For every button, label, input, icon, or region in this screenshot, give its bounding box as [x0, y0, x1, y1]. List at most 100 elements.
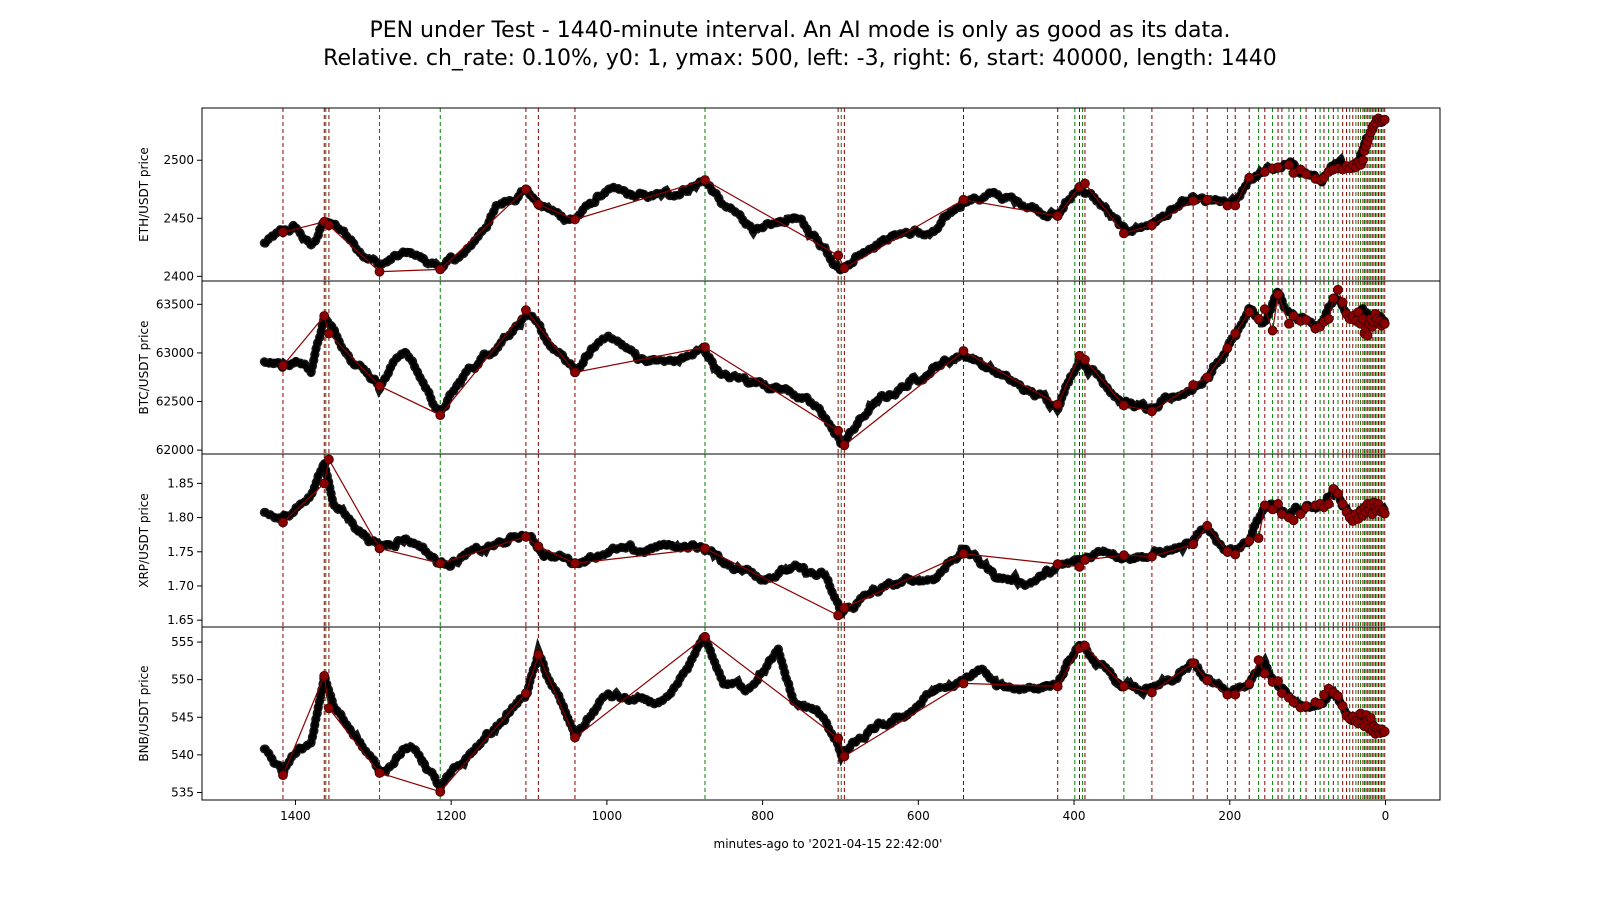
- x-tick-label: 1000: [592, 809, 623, 823]
- event-point: [521, 185, 530, 194]
- event-point: [1231, 550, 1240, 559]
- event-point: [1260, 305, 1269, 314]
- event-point: [834, 251, 843, 260]
- event-point: [1254, 534, 1263, 543]
- event-point: [840, 441, 849, 450]
- event-point: [1203, 373, 1212, 382]
- event-point: [1380, 727, 1389, 736]
- event-point: [1223, 344, 1232, 353]
- event-point: [1189, 540, 1198, 549]
- event-point: [1203, 676, 1212, 685]
- event-point: [1274, 499, 1283, 508]
- y-tick-label: 1.75: [167, 545, 194, 559]
- event-point: [1363, 331, 1372, 340]
- event-point: [436, 787, 445, 796]
- event-point: [1324, 499, 1333, 508]
- event-point: [534, 650, 543, 659]
- x-tick-label: 200: [1218, 809, 1241, 823]
- event-point: [834, 426, 843, 435]
- event-point: [1147, 552, 1156, 561]
- event-point: [1119, 551, 1128, 560]
- event-point: [1231, 690, 1240, 699]
- event-point: [375, 267, 384, 276]
- y-tick-label: 545: [171, 710, 194, 724]
- event-point: [700, 544, 709, 553]
- y-tick-label: 2400: [163, 269, 194, 283]
- event-point: [1147, 221, 1156, 230]
- event-point: [834, 611, 843, 620]
- event-point: [278, 361, 287, 370]
- y-tick-label: 1.80: [167, 511, 194, 525]
- event-point: [1147, 688, 1156, 697]
- event-point: [1080, 355, 1089, 364]
- event-point: [436, 559, 445, 568]
- event-point: [1302, 315, 1311, 324]
- event-point: [1245, 536, 1254, 545]
- event-point: [1380, 509, 1389, 518]
- event-point: [840, 752, 849, 761]
- event-point: [1302, 503, 1311, 512]
- event-point: [278, 228, 287, 237]
- event-point: [1189, 380, 1198, 389]
- event-point: [324, 455, 333, 464]
- event-point: [324, 329, 333, 338]
- event-point: [1203, 521, 1212, 530]
- y-tick-label: 62000: [156, 443, 194, 457]
- y-axis-label: ETH/USDT price: [137, 147, 151, 242]
- event-point: [1274, 290, 1283, 299]
- event-point: [1053, 211, 1062, 220]
- event-point: [320, 311, 329, 320]
- event-point: [1254, 314, 1263, 323]
- event-point: [1053, 400, 1062, 409]
- event-point: [1189, 659, 1198, 668]
- y-tick-label: 1.70: [167, 579, 194, 593]
- event-point: [1053, 682, 1062, 691]
- event-point: [1260, 669, 1269, 678]
- event-point: [1284, 160, 1293, 169]
- event-point: [1053, 560, 1062, 569]
- event-point: [700, 632, 709, 641]
- event-point: [375, 544, 384, 553]
- event-point: [375, 768, 384, 777]
- y-tick-label: 2500: [163, 153, 194, 167]
- event-point: [1302, 170, 1311, 179]
- event-point: [375, 381, 384, 390]
- event-point: [320, 671, 329, 680]
- event-point: [534, 200, 543, 209]
- event-point: [1119, 229, 1128, 238]
- event-point: [1334, 692, 1343, 701]
- event-point: [834, 734, 843, 743]
- event-point: [570, 559, 579, 568]
- event-point: [436, 411, 445, 420]
- event-point: [521, 306, 530, 315]
- event-point: [1358, 156, 1367, 165]
- event-point: [324, 221, 333, 230]
- event-point: [1231, 201, 1240, 210]
- event-point: [1329, 294, 1338, 303]
- y-axis-label: BNB/USDT price: [137, 665, 151, 761]
- chart-title-line-2: Relative. ch_rate: 0.10%, y0: 1, ymax: 5…: [323, 46, 1277, 71]
- event-point: [1119, 401, 1128, 410]
- event-point: [1254, 656, 1263, 665]
- event-point: [521, 689, 530, 698]
- event-point: [1245, 679, 1254, 688]
- event-point: [959, 195, 968, 204]
- event-point: [700, 175, 709, 184]
- event-point: [700, 343, 709, 352]
- y-tick-label: 63500: [156, 297, 194, 311]
- event-point: [570, 733, 579, 742]
- event-point: [1380, 319, 1389, 328]
- event-point: [1245, 308, 1254, 317]
- x-tick-label: 1400: [280, 809, 311, 823]
- chart-title-line-1: PEN under Test - 1440-minute interval. A…: [369, 18, 1230, 43]
- y-axis-label: BTC/USDT price: [137, 321, 151, 415]
- event-point: [436, 265, 445, 274]
- event-point: [534, 542, 543, 551]
- y-tick-label: 540: [171, 748, 194, 762]
- event-point: [1147, 407, 1156, 416]
- event-point: [570, 215, 579, 224]
- event-point: [570, 368, 579, 377]
- y-tick-label: 62500: [156, 395, 194, 409]
- event-point: [1302, 701, 1311, 710]
- event-point: [959, 346, 968, 355]
